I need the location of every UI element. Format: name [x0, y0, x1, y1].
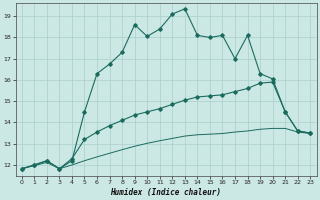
X-axis label: Humidex (Indice chaleur): Humidex (Indice chaleur) — [110, 188, 221, 197]
